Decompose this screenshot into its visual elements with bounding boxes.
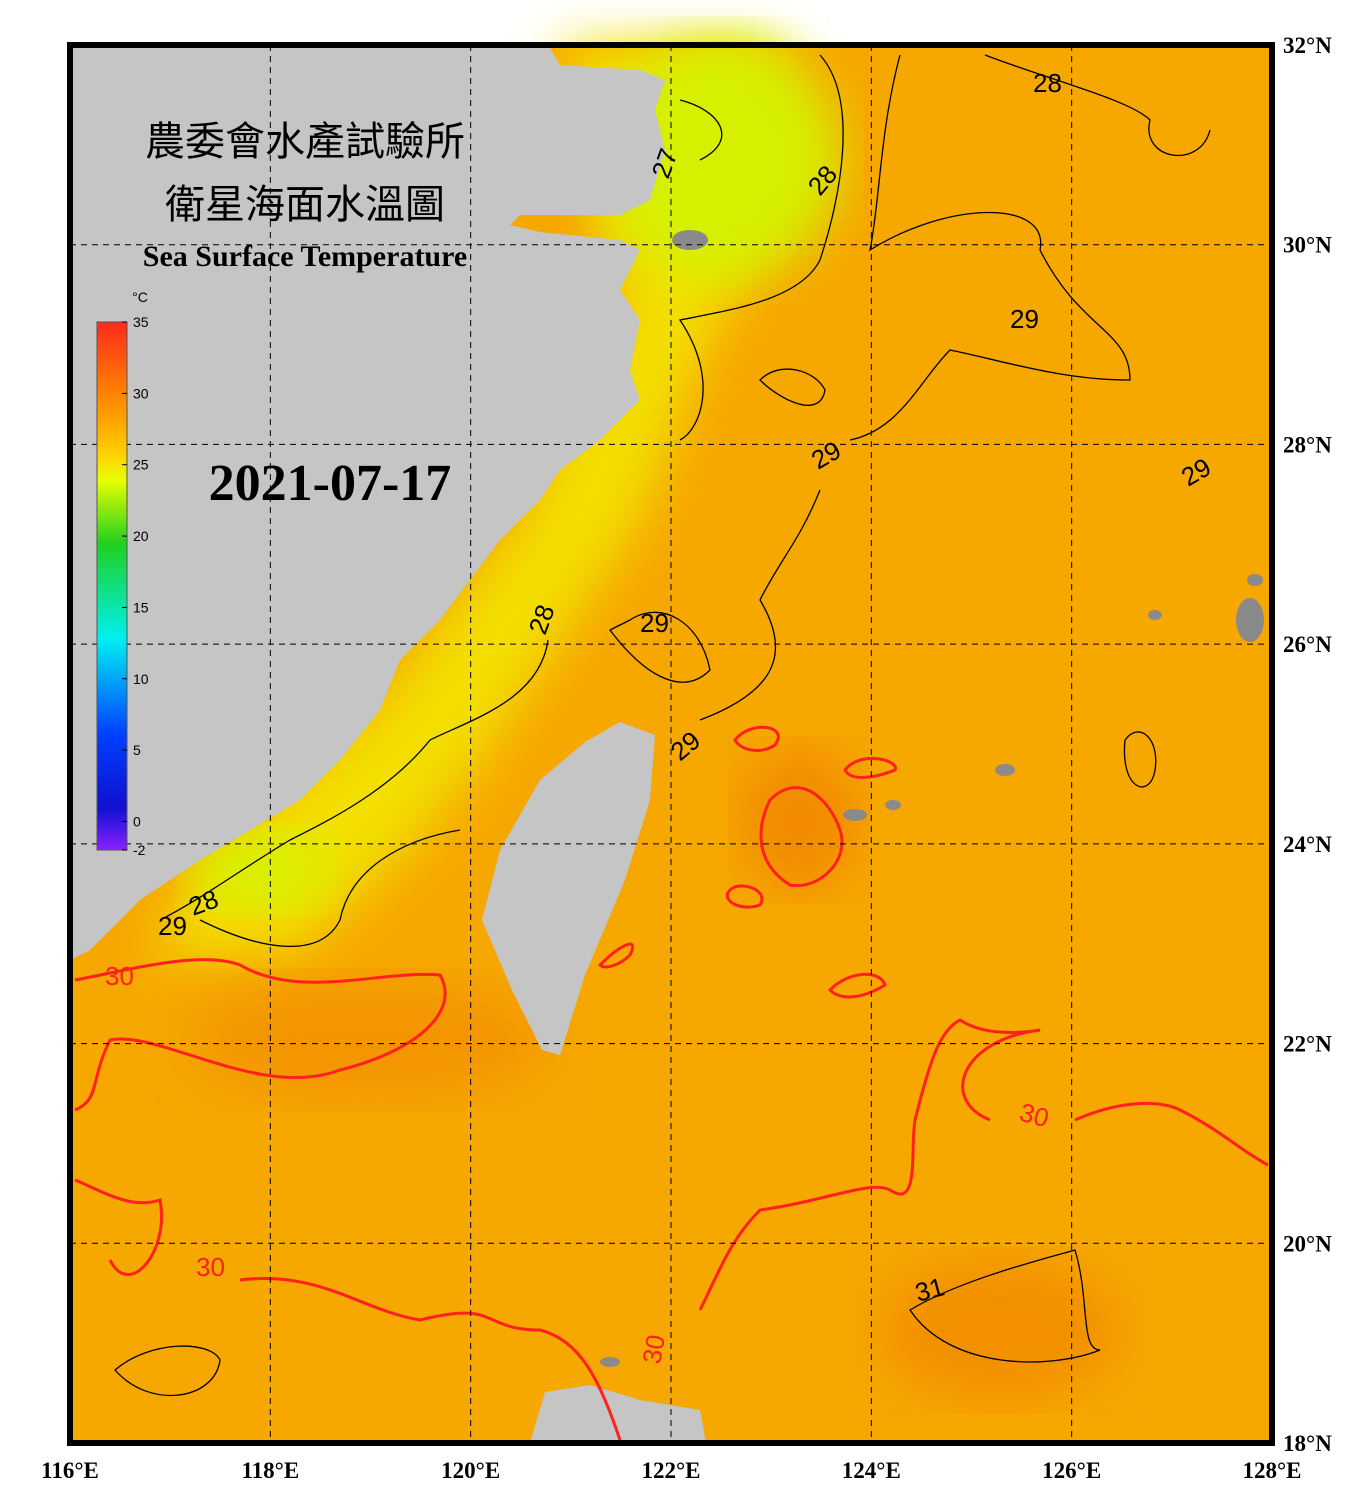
date: 2021-07-17 bbox=[209, 455, 452, 512]
x-tick-label: 124°E bbox=[842, 1458, 901, 1483]
taiwan bbox=[482, 722, 655, 1055]
y-tick-label: 24°N bbox=[1283, 832, 1332, 857]
contour-lines bbox=[74, 54, 1269, 1441]
x-tick-label: 128°E bbox=[1242, 1458, 1301, 1483]
colorbar-tick-label: 20 bbox=[133, 528, 149, 544]
mainland bbox=[70, 45, 665, 960]
colorbar-unit: °C bbox=[132, 289, 148, 305]
x-tick-label: 126°E bbox=[1042, 1458, 1101, 1483]
contour-label: 30 bbox=[105, 961, 134, 991]
x-tick-label: 122°E bbox=[641, 1458, 700, 1483]
colorbar-tick-label: 25 bbox=[133, 457, 149, 473]
y-tick-label: 22°N bbox=[1283, 1032, 1332, 1057]
cool-water bbox=[190, 830, 330, 910]
contour-label: 30 bbox=[196, 1252, 225, 1282]
x-tick-label: 116°E bbox=[41, 1458, 99, 1483]
contour-label: 28 bbox=[1033, 68, 1062, 98]
colorbar-ticks: -2 0 5 10 15 20 25 30 35 bbox=[122, 314, 149, 858]
x-tick-label: 120°E bbox=[441, 1458, 500, 1483]
warm-water bbox=[190, 980, 550, 1100]
colorbar-tick-label: 5 bbox=[133, 742, 141, 758]
title-en: Sea Surface Temperature bbox=[143, 240, 467, 273]
y-tick-label: 26°N bbox=[1283, 632, 1332, 657]
title-zh: 衛星海面水溫圖 bbox=[165, 182, 445, 228]
colorbar-tick-label: 30 bbox=[133, 385, 149, 401]
contour-label: 29 bbox=[158, 911, 187, 941]
title-zh: 農委會水產試驗所 bbox=[145, 119, 465, 165]
colorbar-tick-label: -2 bbox=[133, 842, 146, 858]
x-tick-label: 118°E bbox=[241, 1458, 299, 1483]
y-tick-label: 30°N bbox=[1283, 233, 1332, 258]
warm-water bbox=[740, 750, 860, 890]
y-tick-label: 28°N bbox=[1283, 432, 1332, 457]
luzon bbox=[530, 1385, 706, 1443]
colorbar bbox=[96, 321, 128, 851]
contour-label: 30 bbox=[636, 1332, 671, 1366]
colorbar-tick-label: 15 bbox=[133, 599, 149, 615]
contour-label: 29 bbox=[640, 608, 669, 638]
y-tick-label: 18°N bbox=[1283, 1431, 1332, 1456]
colorbar-tick-label: 35 bbox=[133, 314, 149, 330]
colorbar-tick-label: 10 bbox=[133, 671, 149, 687]
colorbar-tick-label: 0 bbox=[133, 813, 141, 829]
cool-water bbox=[600, 40, 840, 280]
y-tick-label: 20°N bbox=[1283, 1231, 1332, 1256]
contour-label: 29 bbox=[1010, 304, 1039, 334]
y-tick-label: 32°N bbox=[1283, 33, 1332, 58]
map-frame bbox=[67, 42, 1275, 1446]
